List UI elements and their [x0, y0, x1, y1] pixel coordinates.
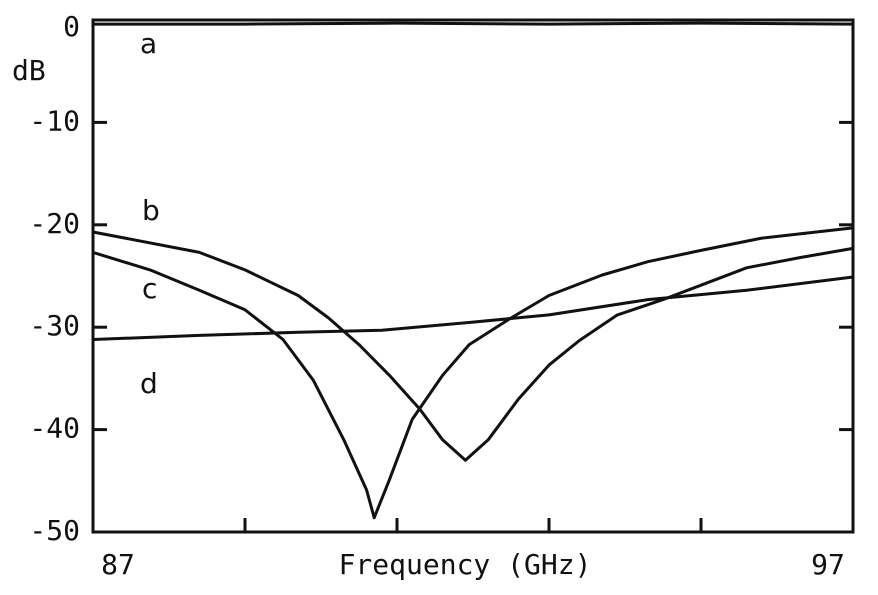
y-tick-label: -10	[29, 104, 80, 137]
y-tick-label: -30	[29, 309, 80, 342]
curve	[92, 226, 854, 520]
x-tick-label: 97	[811, 548, 845, 581]
curve-label: b	[142, 194, 160, 227]
curve	[92, 275, 854, 341]
curve	[93, 21, 854, 26]
curve-label: d	[140, 367, 158, 400]
y-tick-label: -50	[29, 514, 80, 547]
y-axis-label: dB	[12, 54, 46, 87]
y-tick-label: 0	[63, 10, 80, 43]
curve-label: c	[142, 272, 157, 305]
x-tick-label: 87	[101, 548, 135, 581]
y-tick-label: -20	[29, 207, 80, 240]
curve	[92, 230, 854, 462]
plot-frame	[91, 18, 855, 534]
x-axis-label: Frequency (GHz)	[339, 548, 592, 581]
y-tick-label: -40	[29, 412, 80, 445]
curve-label: a	[140, 27, 157, 60]
